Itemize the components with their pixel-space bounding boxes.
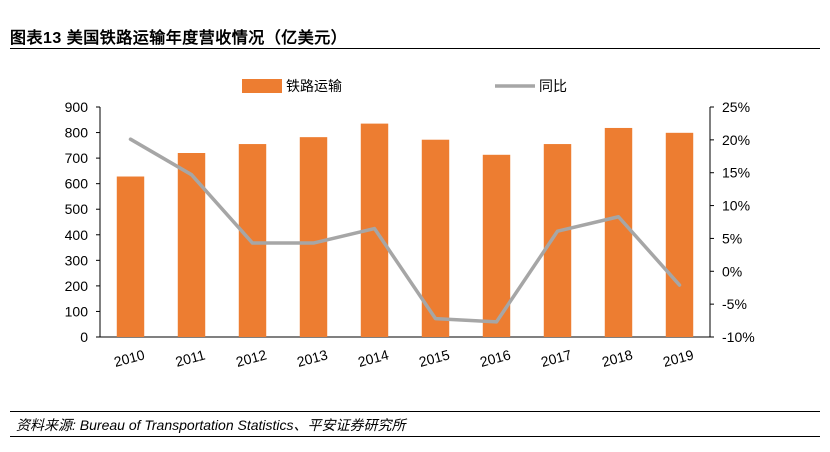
y-left-tick-label: 0 — [80, 329, 88, 345]
x-tick-label: 2017 — [539, 346, 573, 370]
bar — [116, 176, 145, 337]
x-tick-label: 2018 — [600, 346, 634, 370]
y-left-tick-label: 600 — [65, 176, 89, 192]
title-bar: 图表13 美国铁路运输年度营收情况（亿美元） — [10, 22, 820, 49]
bar — [604, 127, 633, 337]
source-bar: 资料来源: Bureau of Transportation Statistic… — [10, 411, 820, 437]
legend-label-bar: 铁路运输 — [286, 78, 342, 94]
bar — [299, 137, 328, 337]
x-tick-label: 2010 — [112, 346, 146, 370]
x-tick-label: 2014 — [356, 346, 390, 370]
chart-area: 0 100 200 300 400 500 600 700 800 900 -10% -5% 0% 5% 1… — [0, 60, 830, 390]
chart-title: 图表13 美国铁路运输年度营收情况（亿美元） — [10, 30, 348, 47]
legend-swatch-bar — [242, 79, 282, 93]
y-left-tick-label: 100 — [65, 303, 89, 319]
source-note: 资料来源: Bureau of Transportation Statistic… — [16, 417, 406, 433]
y-right-tick-label: -5% — [722, 296, 747, 312]
y-right-tick-label: 20% — [722, 132, 750, 148]
series-line-yoy — [128, 137, 682, 324]
x-tick-label: 2015 — [417, 346, 451, 370]
y-left-tick-label: 800 — [65, 125, 89, 141]
x-tick-label: 2011 — [174, 346, 207, 369]
y-right-tick-label: -10% — [722, 329, 755, 345]
x-tick-label: 2016 — [478, 346, 512, 370]
chart-svg: 0 100 200 300 400 500 600 700 800 900 -10% -5% 0% 5% 1… — [65, 78, 755, 370]
bar — [177, 153, 206, 337]
bar — [543, 144, 572, 337]
y-right-tick-label: 0% — [722, 263, 742, 279]
y-right-tick-label: 10% — [722, 198, 750, 214]
y-left-tick-label: 500 — [65, 201, 89, 217]
x-tick-label: 2019 — [661, 346, 695, 370]
y-left-tick-label: 300 — [65, 252, 89, 268]
y-left-tick-label: 200 — [65, 278, 89, 294]
x-tick-label: 2012 — [234, 346, 268, 370]
y-left-tick-label: 400 — [65, 227, 89, 243]
y-right-tick-label: 15% — [722, 165, 750, 181]
x-tick-label: 2013 — [295, 346, 329, 370]
y-left-tick-label: 900 — [65, 99, 89, 115]
y-right-tick-label: 5% — [722, 230, 742, 246]
bar — [665, 132, 694, 337]
y-right-tick-label: 25% — [722, 99, 750, 115]
y-left-tick-label: 700 — [65, 150, 89, 166]
legend-label-line: 同比 — [539, 78, 567, 94]
